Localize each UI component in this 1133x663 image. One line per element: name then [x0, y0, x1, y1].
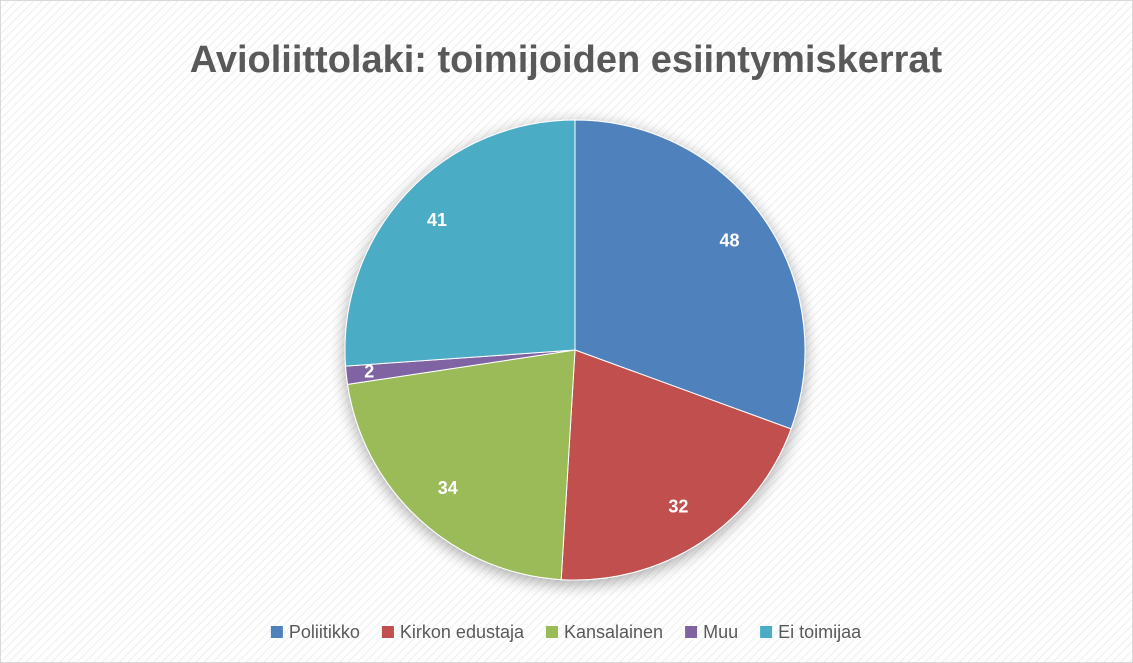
- chart-title: Avioliittolaki: toimijoiden esiintymiske…: [190, 39, 943, 81]
- legend-swatch: [685, 626, 698, 638]
- data-label: 32: [668, 496, 688, 516]
- pie-slice: [574, 119, 806, 430]
- data-label: 34: [438, 478, 458, 498]
- legend-label: Kirkon edustaja: [400, 622, 525, 642]
- pie: [344, 119, 806, 581]
- legend-swatch: [545, 626, 558, 638]
- pie-slice: [344, 119, 576, 367]
- pie-slice: [347, 349, 576, 581]
- legend: Poliitikko Kirkon edustaja Kansalainen Muu E…: [270, 622, 862, 642]
- data-label: 2: [364, 361, 374, 381]
- data-labels: 48 32 34 2 41: [364, 210, 739, 516]
- legend-label: Kansalainen: [564, 622, 663, 642]
- data-label: 41: [427, 210, 447, 230]
- data-label: 48: [720, 231, 740, 251]
- legend-swatch: [270, 626, 283, 638]
- legend-label: Ei toimijaa: [778, 622, 862, 642]
- pie-slice: [560, 349, 792, 581]
- legend-swatch: [381, 626, 394, 638]
- legend-label: Poliitikko: [289, 622, 360, 642]
- legend-label: Muu: [703, 622, 738, 642]
- legend-swatch: [760, 626, 773, 638]
